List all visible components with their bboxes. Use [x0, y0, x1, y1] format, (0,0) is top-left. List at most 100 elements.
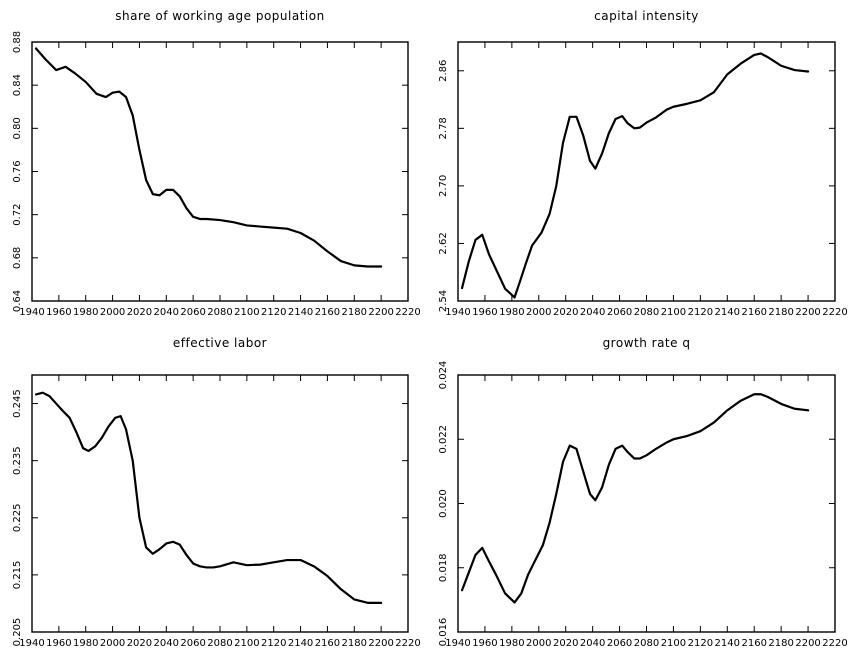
x-tick-label: 2180 — [768, 307, 793, 318]
data-point — [353, 598, 356, 601]
data-point — [568, 444, 571, 447]
data-point — [793, 407, 796, 410]
data-point — [542, 544, 544, 547]
x-tick-label: 2200 — [795, 307, 820, 318]
data-point — [655, 448, 657, 450]
x-tick-label: 2020 — [553, 307, 578, 318]
x-tick-label: 2120 — [261, 307, 286, 318]
data-point — [212, 566, 215, 569]
x-tick-label: 1960 — [472, 638, 497, 648]
chart-title: effective labor — [173, 336, 267, 350]
series-line — [34, 391, 383, 604]
data-point — [353, 264, 356, 267]
data-point — [527, 574, 529, 576]
data-point — [655, 116, 657, 119]
data-point — [665, 441, 668, 444]
data-point — [582, 134, 585, 137]
data-point — [131, 114, 134, 117]
data-point — [259, 225, 262, 228]
data-point — [246, 224, 248, 227]
data-point — [645, 121, 648, 124]
plot-frame — [31, 41, 409, 302]
series-line — [460, 393, 810, 604]
x-tick-label: 2140 — [715, 307, 740, 318]
x-tick-label: 1940 — [445, 638, 470, 648]
data-point — [165, 542, 168, 545]
y-tick-label: 0.88 — [12, 31, 23, 53]
data-point — [780, 64, 782, 67]
x-tick-label: 2120 — [688, 638, 713, 648]
data-point — [726, 73, 729, 76]
data-point — [633, 457, 636, 460]
data-point — [513, 601, 516, 604]
data-point — [380, 602, 382, 604]
x-tick-label: 2040 — [580, 638, 605, 648]
data-point — [158, 548, 161, 550]
x-tick-label: 2160 — [741, 638, 766, 648]
data-point — [111, 91, 114, 94]
data-point — [205, 566, 208, 569]
data-point — [608, 464, 610, 466]
x-tick-label: 2220 — [395, 638, 420, 648]
data-point — [232, 221, 235, 224]
data-point — [299, 559, 302, 561]
data-point — [540, 231, 543, 234]
y-tick-label: 0.018 — [438, 553, 449, 582]
data-point — [638, 457, 641, 460]
data-point — [313, 239, 315, 242]
data-point — [753, 54, 756, 56]
data-point — [118, 90, 121, 93]
data-point — [94, 445, 96, 448]
data-point — [638, 126, 641, 129]
x-tick-label: 2060 — [607, 307, 632, 318]
data-point — [739, 399, 742, 402]
series-line — [460, 52, 810, 299]
data-point — [608, 132, 610, 135]
data-point — [107, 425, 110, 428]
data-point — [55, 402, 57, 405]
data-point — [95, 93, 98, 95]
data-point — [780, 403, 782, 405]
x-tick-label: 2160 — [315, 307, 340, 318]
y-tick-label: 0.245 — [12, 389, 23, 418]
x-tick-label: 2000 — [100, 638, 125, 648]
data-point — [205, 218, 208, 220]
y-tick-label: 0.235 — [12, 446, 23, 475]
data-point — [152, 193, 154, 195]
data-point — [286, 227, 288, 230]
data-point — [131, 459, 134, 462]
x-tick-label: 2180 — [342, 307, 367, 318]
data-point — [313, 565, 315, 568]
data-point — [594, 499, 597, 502]
data-point — [520, 592, 523, 595]
x-tick-label: 2140 — [288, 307, 313, 318]
data-point — [158, 194, 161, 197]
data-point — [467, 260, 470, 263]
data-point — [488, 560, 490, 563]
x-tick-label: 2100 — [234, 307, 259, 318]
x-tick-label: 2000 — [526, 307, 551, 318]
data-point — [481, 547, 484, 549]
data-point — [555, 493, 558, 495]
x-tick-label: 1940 — [19, 307, 44, 318]
data-point — [68, 417, 71, 419]
data-point — [75, 431, 78, 433]
data-point — [192, 216, 194, 218]
chart-panel-growth-rate-q: growth rate q 1940 1960 1980 2000 2020 2040 206… — [438, 336, 848, 648]
data-point — [562, 141, 564, 144]
data-point — [259, 563, 262, 566]
data-point — [494, 267, 497, 270]
x-tick-label: 2140 — [288, 638, 313, 648]
data-point — [185, 207, 188, 209]
data-point — [474, 239, 477, 241]
x-tick-label: 2220 — [822, 638, 847, 648]
data-point — [114, 417, 117, 419]
y-tick-label: 0.024 — [438, 361, 449, 390]
data-point — [286, 559, 288, 561]
series-line — [34, 47, 383, 268]
chart-panel-capital-intensity: capital intensity 1940 1960 1980 2000 2020 204… — [438, 9, 848, 318]
data-point — [807, 70, 809, 73]
data-point — [101, 437, 103, 439]
x-tick-label: 1940 — [19, 638, 44, 648]
data-point — [568, 116, 571, 118]
